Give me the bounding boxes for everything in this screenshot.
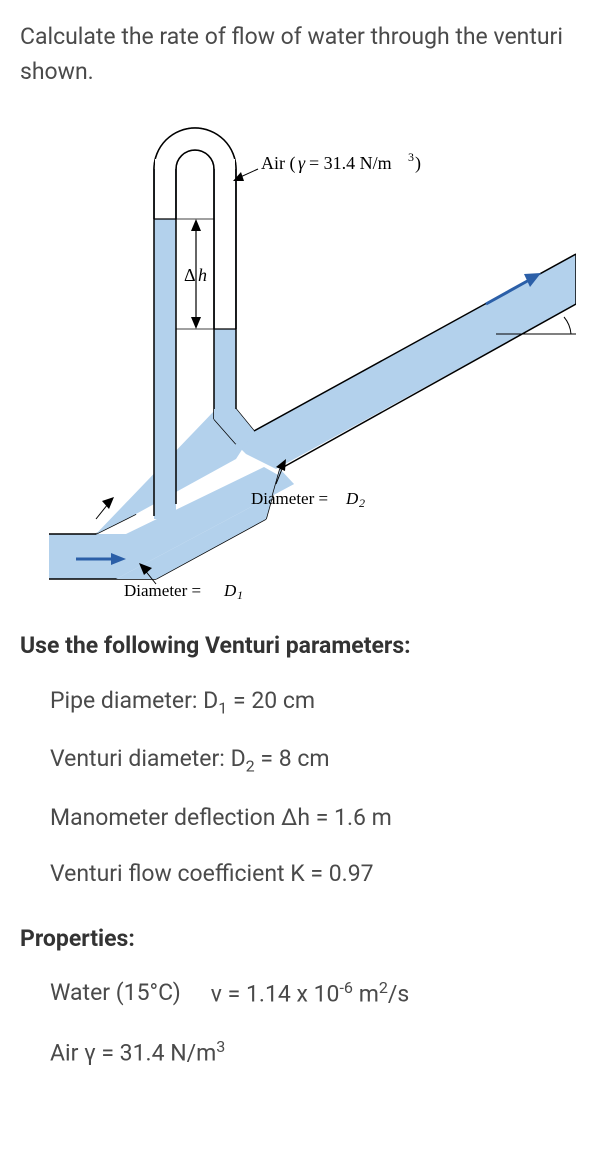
svg-text:h: h <box>198 265 207 285</box>
venturi-diagram: Δ h Air ( γ = 31.4 N/m 3 ) <box>36 109 576 599</box>
intro-text: Calculate the rate of flow of water thro… <box>20 20 591 89</box>
svg-text:): ) <box>415 153 421 174</box>
svg-text:= 31.4 N/m: = 31.4 N/m <box>309 153 392 173</box>
svg-text:2: 2 <box>359 496 365 510</box>
param-venturi-diameter: Venturi diameter: D2 = 8 cm <box>50 742 591 779</box>
properties-list: Water (15°C) ν = 1.14 x 10-6 m2/s Air γ … <box>20 976 591 1070</box>
properties-heading: Properties: <box>20 922 591 957</box>
prop-water-value: ν = 1.14 x 10-6 m2/s <box>211 976 410 1012</box>
svg-text:Air (: Air ( <box>261 153 296 174</box>
svg-text:Δ: Δ <box>184 265 196 285</box>
svg-text:Diameter =: Diameter = <box>251 489 328 508</box>
parameters-list: Pipe diameter: D1 = 20 cm Venturi diamet… <box>20 684 591 892</box>
svg-text:γ: γ <box>298 153 306 173</box>
prop-water: Water (15°C) ν = 1.14 x 10-6 m2/s <box>50 976 591 1012</box>
svg-text:3: 3 <box>408 150 414 164</box>
delta-h-indicator: Δ h <box>176 219 214 329</box>
svg-text:D: D <box>223 581 237 599</box>
svg-text:1: 1 <box>237 588 243 599</box>
param-flow-coef: Venturi flow coefficient K = 0.97 <box>50 857 591 892</box>
figure-container: Δ h Air ( γ = 31.4 N/m 3 ) <box>20 109 591 599</box>
prop-water-label: Water (15°C) <box>50 976 181 1012</box>
air-label: Air ( γ = 31.4 N/m 3 ) <box>233 150 421 181</box>
prop-air: Air γ = 31.4 N/m3 <box>50 1035 591 1071</box>
svg-text:Diameter =: Diameter = <box>124 581 201 599</box>
param-pipe-diameter: Pipe diameter: D1 = 20 cm <box>50 684 591 721</box>
param-manometer: Manometer deflection Δh = 1.6 m <box>50 801 591 836</box>
parameters-heading: Use the following Venturi parameters: <box>20 629 591 664</box>
svg-text:D: D <box>345 489 359 508</box>
